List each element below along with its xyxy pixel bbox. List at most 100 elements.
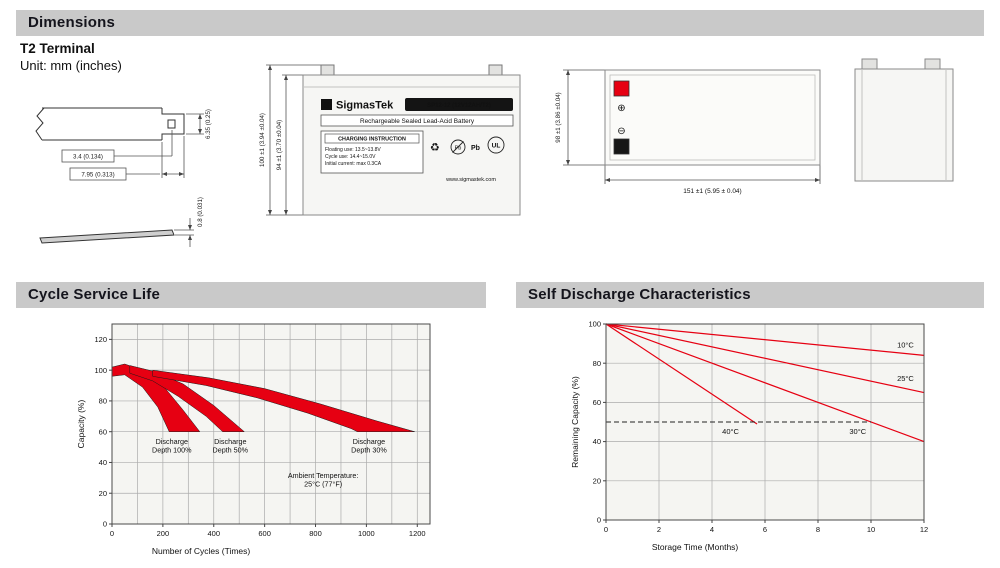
- charging-line: Cycle use: 14.4~15.0V: [325, 154, 376, 160]
- section-header-cycle-life: Cycle Service Life: [16, 282, 486, 308]
- svg-text:Pb: Pb: [455, 145, 462, 151]
- terminal-tab-right: [924, 58, 941, 70]
- discharge-band: [152, 369, 415, 432]
- y-tick-label: 0: [597, 516, 601, 525]
- x-tick-label: 6: [763, 525, 767, 534]
- section-title: Self Discharge Characteristics: [528, 286, 751, 303]
- series-line: [605, 323, 758, 425]
- battery-label: S SigmasTek SP12-12 (12V12AH/T2) Recharg…: [320, 98, 514, 183]
- chart-annotation: Discharge Depth 100%: [152, 437, 192, 455]
- brand-logo-letter: S: [324, 100, 330, 110]
- pb-crossed-icon: Pb: [450, 139, 466, 155]
- section-header-self-discharge: Self Discharge Characteristics: [516, 282, 984, 308]
- y-tick-label: 60: [99, 427, 107, 436]
- dim-slot-width: 3.4 (0.134): [73, 154, 103, 161]
- model-plate: [405, 98, 513, 111]
- y-axis-title: Capacity (%): [76, 400, 86, 449]
- subtitle-strip: [320, 114, 514, 127]
- positive-symbol: ⊕: [617, 103, 625, 114]
- dim-total-height: 100 ±1 (3.94 ±0.04): [259, 113, 266, 167]
- case-top: [604, 69, 821, 166]
- dim-thickness: 0.8 (0.031): [197, 197, 204, 227]
- charging-title-box: [324, 133, 420, 144]
- dim-top-width: 151 ±1 (5.95 ± 0.04): [683, 188, 741, 195]
- x-tick-label: 200: [157, 529, 170, 538]
- y-tick-label: 80: [99, 397, 107, 406]
- dimension-lines: [563, 69, 821, 184]
- x-tick-label: 4: [710, 525, 714, 534]
- y-tick-label: 40: [99, 458, 107, 467]
- x-tick-label: 0: [604, 525, 608, 534]
- x-tick-label: 12: [920, 525, 928, 534]
- dim-tab-width: 6.35 (0.25): [205, 109, 212, 139]
- x-axis-title: Number of Cycles (Times): [152, 546, 251, 556]
- model-number: SP12-12 (12V12AH/T2): [427, 103, 491, 109]
- x-tick-label: 10: [867, 525, 875, 534]
- charging-title: CHARGING INSTRUCTION: [338, 137, 406, 143]
- y-axis-title: Remaining Capacity (%): [570, 376, 580, 468]
- battery-top-view: 98 ±1 (3.86 ±0.04) 151 ±1 (5.95 ± 0.04) …: [555, 69, 821, 195]
- charging-line: Initial current: max 0.3CA: [325, 161, 382, 167]
- chart-annotation: Ambient Temperature: 25°C (77°F): [288, 471, 359, 489]
- x-tick-label: 0: [110, 529, 114, 538]
- dim-top-height: 98 ±1 (3.86 ±0.04): [555, 92, 562, 142]
- section-title: Dimensions: [28, 14, 116, 31]
- dim-tab-length: 7.95 (0.313): [81, 172, 114, 179]
- battery-front-view: 100 ±1 (3.94 ±0.04) 94 ±1 (3.70 ±0.04) S…: [259, 64, 521, 216]
- website-url: www.sigmastek.com: [445, 177, 496, 183]
- series-label: 25°C: [897, 374, 914, 383]
- recycle-icon: ♻: [430, 142, 440, 154]
- series-line: [605, 323, 925, 394]
- terminal-tab-left: [320, 64, 335, 76]
- terminal-tab-outline: [35, 107, 185, 141]
- x-tick-label: 400: [208, 529, 221, 538]
- x-tick-label: 600: [258, 529, 271, 538]
- terminal-tab-left: [861, 58, 878, 70]
- brand-name: SigmasTek: [336, 100, 394, 112]
- svg-text:UL: UL: [492, 143, 501, 150]
- terminal-tab-right: [488, 64, 503, 76]
- dim-case-height: 94 ±1 (3.70 ±0.04): [276, 120, 283, 170]
- y-tick-label: 120: [94, 335, 107, 344]
- x-tick-label: 8: [816, 525, 820, 534]
- cycle-service-life-chart: 0 200 400 600 800 1000 1200 0 20 40 60 80 100 120 Disc…: [76, 323, 431, 556]
- battery-side-view: [854, 58, 954, 182]
- y-tick-label: 40: [593, 437, 601, 446]
- unit-note: Unit: mm (inches): [20, 58, 122, 73]
- x-tick-label: 1000: [358, 529, 375, 538]
- chart-annotation: Discharge Depth 30%: [351, 437, 387, 455]
- section-title: Cycle Service Life: [28, 286, 161, 303]
- x-tick-label: 1200: [409, 529, 426, 538]
- dimension-lines: [266, 64, 321, 216]
- series-label: 10°C: [897, 341, 914, 350]
- pb-text: Pb: [471, 145, 480, 152]
- dimension-lines: [61, 113, 204, 247]
- y-tick-label: 80: [593, 359, 601, 368]
- side-view-shape: [854, 58, 954, 182]
- y-tick-label: 60: [593, 398, 601, 407]
- self-discharge-chart: 0 2 4 6 8 10 12 0 20 40 60 80 100 10°C 25°C 30°C 40°C Sto…: [570, 320, 928, 552]
- case-side: [854, 68, 954, 182]
- x-axis-title: Storage Time (Months): [652, 542, 739, 552]
- battery-subtitle: Rechargeable Sealed Lead-Acid Battery: [360, 118, 475, 125]
- battery-outline: [604, 69, 821, 166]
- y-tick-label: 100: [588, 320, 601, 329]
- charging-line: Floating use: 13.5~13.8V: [325, 147, 381, 153]
- ul-icon: UL: [487, 136, 505, 154]
- x-tick-label: 800: [309, 529, 322, 538]
- plot-border: [111, 323, 431, 525]
- series-line: [605, 323, 925, 356]
- section-header-dimensions: Dimensions: [16, 10, 984, 36]
- negative-terminal: [613, 138, 630, 155]
- x-tick-label: 2: [657, 525, 661, 534]
- terminal-side-blade: [39, 229, 175, 244]
- brand-logo-icon: [321, 99, 332, 110]
- positive-terminal: [613, 80, 630, 97]
- terminal-detail-drawing: 3.4 (0.134) 7.95 (0.313) 6.35 (0.25) 0.8…: [35, 107, 212, 247]
- series-label: 30°C: [849, 427, 866, 436]
- y-tick-label: 100: [94, 366, 107, 375]
- case-top-inner: [609, 74, 816, 161]
- y-tick-label: 0: [103, 520, 107, 529]
- y-tick-label: 20: [99, 489, 107, 498]
